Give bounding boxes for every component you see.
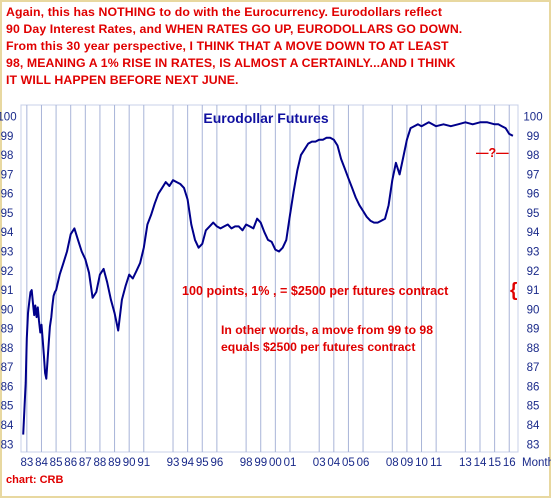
target-marker: —?—: [476, 146, 509, 160]
y-tick-label-right: 90: [527, 304, 540, 316]
grid-lines: [26, 105, 510, 452]
y-axis-left: 100 99 98 97 96 95 94 93 92 91 90 89 88 87 86 85 84 83: [0, 112, 17, 452]
y-tick-label-left: 83: [1, 439, 14, 451]
y-tick-label-right: 89: [527, 324, 540, 336]
y-tick-label-left: 88: [1, 343, 14, 355]
x-tick-label: 89: [108, 457, 121, 469]
x-tick-label: 04: [327, 457, 340, 469]
y-tick-label-right: 88: [527, 343, 540, 355]
y-tick-label-left: 91: [1, 285, 14, 297]
x-tick-label: 95: [196, 457, 209, 469]
y-tick-label-left: 85: [1, 401, 14, 413]
y-tick-label-left: 93: [1, 247, 14, 259]
commentary-line: From this 30 year perspective, I THINK T…: [6, 39, 449, 53]
chart-title: Eurodollar Futures: [203, 110, 328, 126]
points-note: 100 points, 1% , = $2500 per futures con…: [182, 284, 449, 298]
commentary-line: Again, this has NOTHING to do with the E…: [6, 5, 443, 19]
y-tick-label-right: 98: [527, 150, 540, 162]
chart-credit: chart: CRB: [6, 474, 64, 486]
price-line: [22, 121, 514, 435]
x-tick-label: 83: [20, 457, 33, 469]
commentary-line: 90 Day Interest Rates, and WHEN RATES GO…: [6, 22, 463, 36]
x-tick-label: 98: [240, 457, 253, 469]
x-tick-label: 06: [357, 457, 370, 469]
y-tick-label-left: 97: [1, 169, 14, 181]
y-tick-label-right: 86: [527, 381, 540, 393]
x-tick-label: 03: [313, 457, 326, 469]
x-tick-label: 08: [386, 457, 399, 469]
x-tick-label: 10: [415, 457, 428, 469]
x-tick-label: 15: [488, 457, 501, 469]
x-tick-label: 93: [167, 457, 180, 469]
x-tick-label: 88: [94, 457, 107, 469]
y-tick-label-right: 97: [527, 169, 540, 181]
y-tick-label-right: 95: [527, 208, 540, 220]
plot-area: [20, 104, 519, 453]
y-tick-label-left: 99: [1, 131, 14, 143]
example-line-2: equals $2500 per futures contract: [221, 340, 416, 354]
y-tick-label-right: 83: [527, 439, 540, 451]
x-tick-label: 87: [79, 457, 92, 469]
x-tick-label: 90: [123, 457, 136, 469]
y-tick-label-left: 95: [1, 208, 14, 220]
y-tick-label-right: 91: [527, 285, 540, 297]
y-tick-label-left: 86: [1, 381, 14, 393]
commentary-line: IT WILL HAPPEN BEFORE NEXT JUNE.: [6, 73, 239, 87]
y-tick-label-right: 92: [527, 266, 540, 278]
x-tick-label: 91: [137, 457, 150, 469]
brace-mark: {: [510, 280, 518, 301]
x-tick-label: 85: [50, 457, 63, 469]
commentary-line: 98, MEANING A 1% RISE IN RATES, IS ALMOS…: [6, 56, 456, 70]
y-tick-label-right: 85: [527, 401, 540, 413]
example-line-1: In other words, a move from 99 to 98: [221, 323, 433, 337]
y-tick-label-left: 100: [0, 112, 17, 124]
y-tick-label-left: 89: [1, 324, 14, 336]
y-tick-label-left: 84: [1, 420, 14, 432]
x-tick-label: 99: [254, 457, 267, 469]
x-axis-label: Monthly: [522, 457, 551, 469]
x-axis: 83 84 85 86 87 88 89 90 91 93 94 95 96 98 99 00 01 03 04 05…: [20, 457, 515, 469]
y-tick-label-left: 87: [1, 362, 14, 374]
x-tick-label: 14: [474, 457, 487, 469]
y-tick-label-right: 99: [527, 131, 540, 143]
y-tick-label-right: 84: [527, 420, 540, 432]
x-tick-label: 84: [35, 457, 48, 469]
commentary-text: Again, this has NOTHING to do with the E…: [6, 4, 546, 89]
y-tick-label-right: 100: [523, 112, 542, 124]
y-tick-label-left: 98: [1, 150, 14, 162]
y-tick-label-right: 87: [527, 362, 540, 374]
x-tick-label: 11: [430, 457, 442, 469]
x-tick-label: 05: [342, 457, 355, 469]
x-tick-label: 13: [459, 457, 472, 469]
x-tick-label: 94: [181, 457, 194, 469]
y-tick-label-right: 96: [527, 189, 540, 201]
y-tick-label-left: 94: [1, 227, 14, 239]
x-tick-label: 09: [401, 457, 414, 469]
x-tick-label: 16: [503, 457, 516, 469]
y-tick-label-right: 93: [527, 247, 540, 259]
x-tick-label: 01: [284, 457, 297, 469]
x-tick-label: 86: [64, 457, 77, 469]
y-tick-label-left: 92: [1, 266, 14, 278]
x-tick-label: 00: [269, 457, 282, 469]
y-tick-label-left: 90: [1, 304, 14, 316]
y-axis-right: 100 99 98 97 96 95 94 93 92 91 90 89 88 87 86 85 84 83: [523, 112, 542, 452]
y-tick-label-left: 96: [1, 189, 14, 201]
y-tick-label-right: 94: [527, 227, 540, 239]
x-tick-label: 96: [210, 457, 223, 469]
